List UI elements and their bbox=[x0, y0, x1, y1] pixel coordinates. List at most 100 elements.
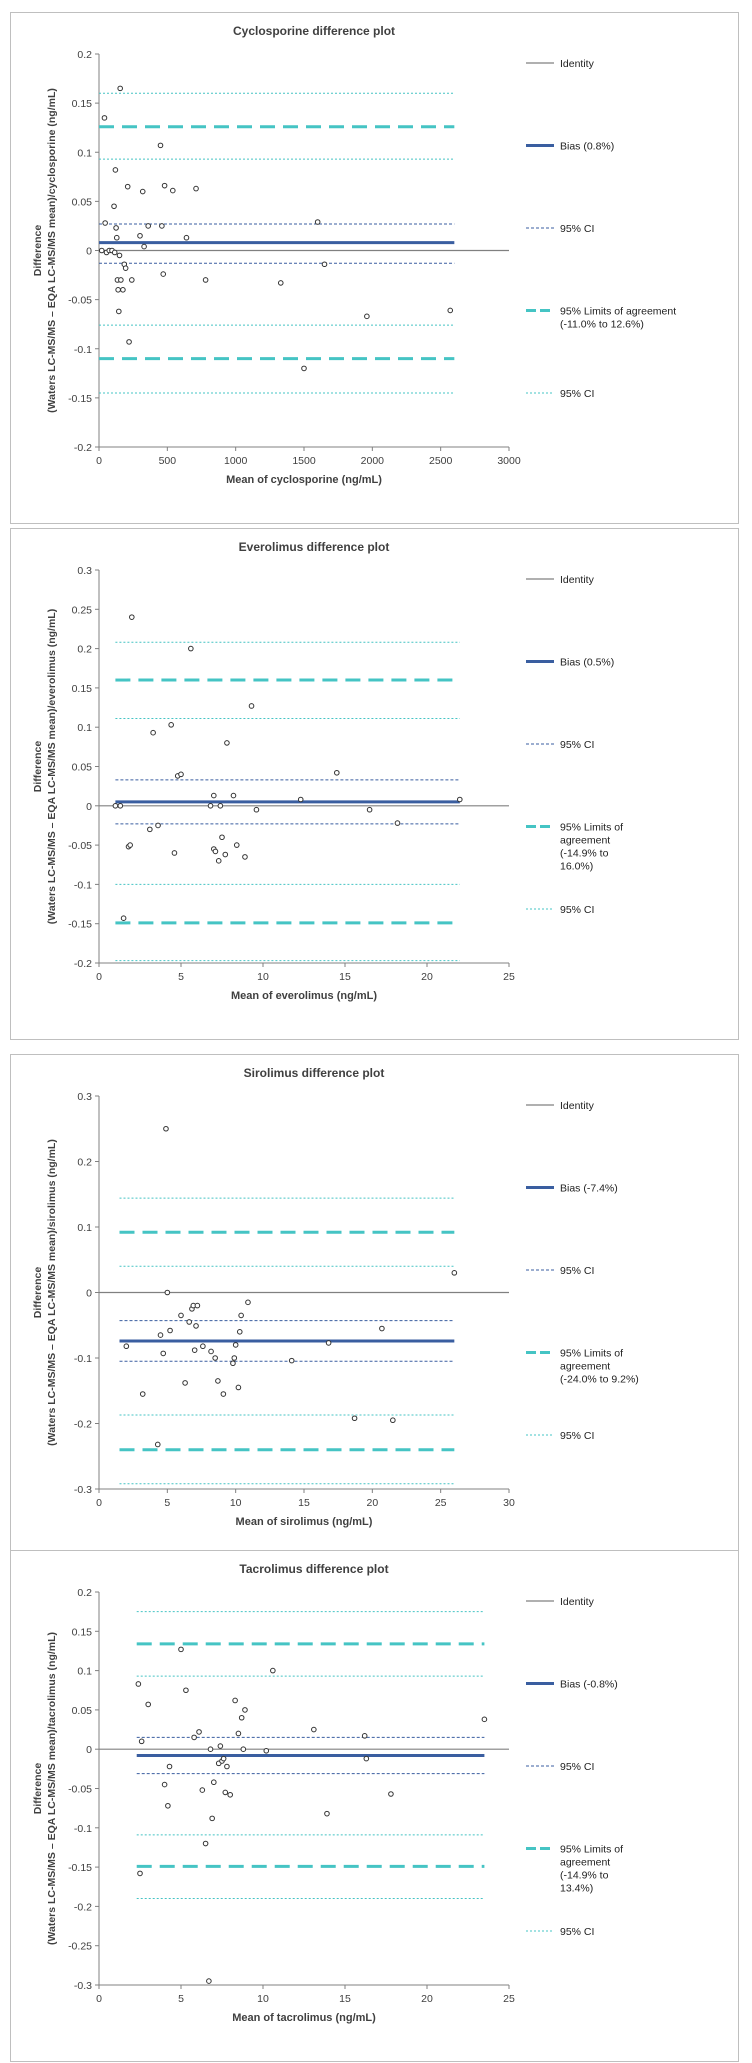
data-point bbox=[481, 1716, 488, 1723]
y-tick-label: 0.2 bbox=[77, 1587, 92, 1599]
data-point bbox=[141, 243, 147, 250]
legend-label-loa: 13.4%) bbox=[560, 1883, 593, 1895]
legend-label-bias: Bias (-0.8%) bbox=[560, 1679, 618, 1691]
data-point bbox=[245, 1299, 251, 1306]
y-tick-label: 0.2 bbox=[77, 49, 92, 61]
y-tick-label: -0.05 bbox=[68, 1784, 92, 1796]
data-point bbox=[238, 1312, 244, 1319]
data-point bbox=[334, 769, 340, 776]
data-point bbox=[253, 806, 260, 813]
data-point bbox=[232, 1697, 238, 1704]
legend-label-identity: Identity bbox=[560, 574, 595, 586]
x-tick-label: 5 bbox=[164, 1497, 170, 1509]
data-point bbox=[222, 851, 229, 858]
difference-plot-svg: Tacrolimus difference plot -0.3 -0.25 -0.2 -… bbox=[32, 1562, 623, 2024]
data-point bbox=[112, 167, 119, 173]
y-tick-label: 0.15 bbox=[72, 1626, 93, 1638]
data-point bbox=[242, 1707, 248, 1713]
data-point bbox=[202, 277, 209, 283]
data-point bbox=[167, 1327, 173, 1334]
data-point bbox=[390, 1417, 396, 1424]
data-point bbox=[170, 187, 176, 194]
legend-label-identity: Identity bbox=[560, 1100, 595, 1112]
legend-label-bias: Bias (-7.4%) bbox=[560, 1183, 618, 1195]
x-axis-label: Mean of cyclosporine (ng/mL) bbox=[226, 474, 382, 486]
x-axis-label: Mean of everolimus (ng/mL) bbox=[231, 990, 377, 1002]
y-tick-label: 0.1 bbox=[77, 1666, 92, 1678]
data-point bbox=[120, 915, 127, 921]
y-axis-label-line2: (Waters LC-MS/MS – EQA LC-MS/MS mean)/si… bbox=[46, 1139, 58, 1446]
data-point bbox=[230, 792, 237, 799]
x-tick-label: 3000 bbox=[497, 455, 521, 467]
x-axis-label: Mean of sirolimus (ng/mL) bbox=[236, 1516, 373, 1528]
difference-plot-svg: Sirolimus difference plot -0.3 -0.2 -0.1 0 0.… bbox=[32, 1066, 639, 1528]
data-point bbox=[196, 1729, 202, 1735]
data-point bbox=[212, 1355, 218, 1361]
y-tick-label: -0.15 bbox=[68, 1862, 92, 1874]
data-point bbox=[111, 249, 118, 256]
y-axis-label-line2: (Waters LC-MS/MS – EQA LC-MS/MS mean)/ev… bbox=[46, 609, 58, 924]
data-point bbox=[301, 365, 307, 372]
y-tick-label: -0.15 bbox=[68, 393, 92, 405]
data-point bbox=[235, 1730, 242, 1737]
difference-plot-svg: Cyclosporine difference plot -0.2 -0.15 -0.… bbox=[32, 24, 676, 486]
data-point bbox=[209, 1815, 215, 1822]
data-point bbox=[366, 806, 373, 813]
data-point bbox=[129, 614, 135, 620]
data-point bbox=[215, 858, 222, 864]
legend-label-bias: Bias (0.8%) bbox=[560, 141, 614, 153]
legend-label-loa: (-24.0% to 9.2%) bbox=[560, 1374, 639, 1386]
y-axis-label-line1: Difference bbox=[32, 1267, 44, 1319]
legend-label-loa: 95% Limits of bbox=[560, 822, 623, 834]
data-point bbox=[222, 1789, 229, 1796]
x-tick-label: 0 bbox=[96, 455, 102, 467]
difference-plot-svg: Everolimus difference plot -0.2 -0.15 -0.1 -… bbox=[32, 540, 623, 1002]
data-point bbox=[379, 1325, 385, 1332]
legend-label-loa: agreement bbox=[560, 835, 610, 847]
data-point bbox=[163, 1125, 169, 1132]
data-point bbox=[325, 1340, 332, 1346]
x-tick-label: 20 bbox=[366, 1497, 378, 1509]
y-tick-label: 0.25 bbox=[72, 604, 93, 616]
x-axis-label: Mean of tacrolimus (ng/mL) bbox=[232, 2012, 376, 2024]
y-tick-label: 0 bbox=[86, 1744, 92, 1756]
y-tick-label: 0.2 bbox=[77, 644, 92, 656]
data-point bbox=[311, 1726, 317, 1733]
y-axis-label-line1: Difference bbox=[32, 225, 44, 277]
data-point bbox=[361, 1733, 368, 1739]
legend-label-loa: 95% Limits of bbox=[560, 1844, 623, 1856]
x-tick-label: 500 bbox=[159, 455, 177, 467]
y-tick-label: 0.15 bbox=[72, 683, 93, 695]
legend-label-bias: Bias (0.5%) bbox=[560, 657, 614, 669]
data-point bbox=[101, 115, 108, 121]
x-tick-label: 0 bbox=[96, 1993, 102, 2005]
y-tick-label: -0.2 bbox=[74, 1419, 92, 1431]
data-point bbox=[112, 803, 119, 809]
y-tick-label: 0.05 bbox=[72, 762, 93, 774]
data-point bbox=[98, 247, 105, 254]
y-tick-label: 0.15 bbox=[72, 98, 93, 110]
data-point bbox=[321, 261, 328, 268]
x-tick-label: 25 bbox=[503, 1993, 515, 2005]
data-point bbox=[211, 1779, 217, 1786]
data-point bbox=[166, 1763, 173, 1770]
y-tick-label: 0 bbox=[86, 801, 92, 813]
y-tick-label: 0.1 bbox=[77, 722, 92, 734]
y-tick-label: -0.1 bbox=[74, 1823, 92, 1835]
data-point bbox=[230, 1360, 236, 1367]
data-point bbox=[137, 232, 143, 239]
data-point bbox=[155, 822, 161, 829]
y-tick-label: -0.25 bbox=[68, 1941, 92, 1953]
x-tick-label: 15 bbox=[298, 1497, 310, 1509]
chart-title: Everolimus difference plot bbox=[239, 540, 390, 554]
data-point bbox=[135, 1681, 142, 1687]
data-point bbox=[193, 185, 199, 192]
data-point bbox=[248, 703, 255, 709]
y-tick-label: -0.05 bbox=[68, 295, 92, 307]
data-point bbox=[157, 1332, 164, 1338]
data-point bbox=[161, 1781, 168, 1788]
data-point bbox=[188, 645, 194, 652]
data-point bbox=[171, 850, 178, 856]
data-point bbox=[118, 277, 124, 283]
data-point bbox=[183, 1687, 189, 1694]
